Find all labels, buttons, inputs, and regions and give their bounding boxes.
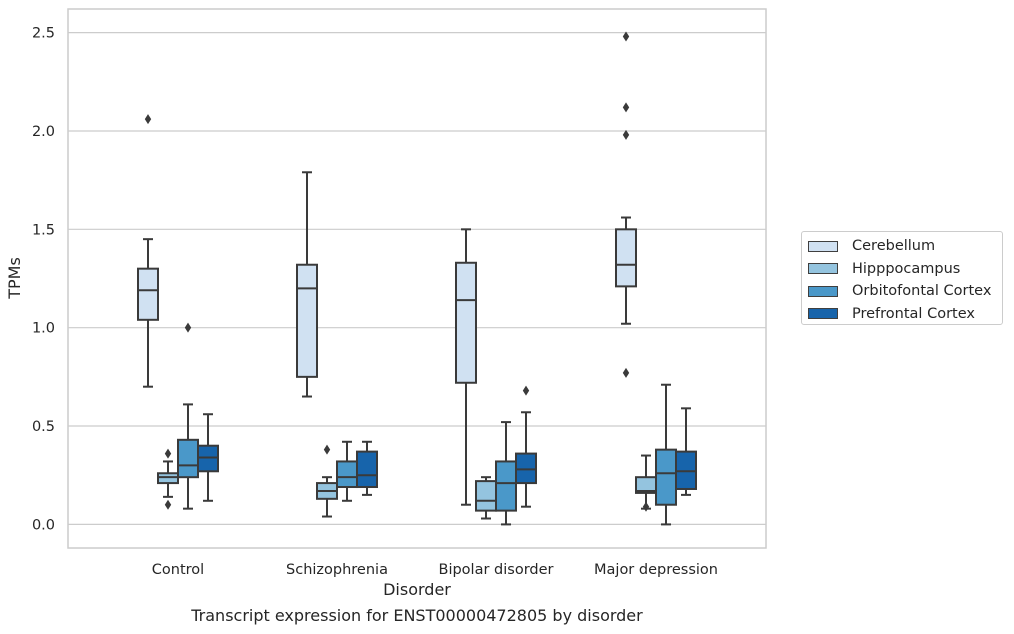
y-tick-label: 1.5 xyxy=(32,222,55,238)
legend-swatch-prefrontal xyxy=(808,308,838,320)
box-3-1 xyxy=(177,322,199,510)
box-1-3 xyxy=(455,228,477,506)
legend-item-orbitofrontal: Orbitofontal Cortex xyxy=(808,280,1002,303)
y-tick-label: 2.5 xyxy=(32,26,55,42)
gridlines xyxy=(68,32,766,525)
legend-label-cerebellum: Cerebellum xyxy=(852,238,936,255)
x-tick-label: Control xyxy=(152,562,204,578)
legend: Cerebellum Hipppocampus Orbitofontal Cor… xyxy=(801,231,1003,325)
legend-label-orbitofrontal: Orbitofontal Cortex xyxy=(852,283,992,300)
box-2-2 xyxy=(316,444,338,518)
outlier-point xyxy=(522,385,530,396)
y-tick-label: 2.0 xyxy=(32,124,55,140)
outlier-point xyxy=(144,114,152,125)
iqr-box xyxy=(336,460,358,489)
y-tick-label: 0.0 xyxy=(32,517,55,533)
iqr-box xyxy=(475,480,497,512)
outlier-point xyxy=(164,499,172,510)
box-2-3 xyxy=(475,476,497,520)
x-axis-label: Disorder xyxy=(383,580,451,599)
plot-frame xyxy=(67,8,767,549)
outlier-point xyxy=(622,102,630,113)
outlier-point xyxy=(642,501,650,512)
y-tick-label: 0.5 xyxy=(32,419,55,435)
iqr-box xyxy=(455,261,477,384)
box-1-1 xyxy=(137,114,159,388)
iqr-box xyxy=(615,228,637,288)
legend-item-hippocampus: Hipppocampus xyxy=(808,258,1002,281)
box-3-4 xyxy=(655,383,677,526)
outlier-point xyxy=(622,367,630,378)
outlier-point xyxy=(323,444,331,455)
box-2-1 xyxy=(157,448,179,510)
tick-labels: 0.0 0.5 1.0 1.5 2.0 2.5 Control Schizophrenia Bi… xyxy=(32,26,718,578)
iqr-box xyxy=(177,438,199,479)
iqr-box xyxy=(356,450,378,489)
figure-caption: Transcript expression for ENST0000047280… xyxy=(191,606,643,625)
legend-item-cerebellum: Cerebellum xyxy=(808,235,1002,258)
box-4-2 xyxy=(356,440,378,496)
box-3-2 xyxy=(336,440,358,502)
x-tick-label: Bipolar disorder xyxy=(439,562,554,578)
box-1-4 xyxy=(615,31,637,378)
iqr-box xyxy=(495,460,517,512)
outlier-point xyxy=(622,31,630,42)
legend-label-prefrontal: Prefrontal Cortex xyxy=(852,305,975,322)
legend-label-hippocampus: Hipppocampus xyxy=(852,260,961,277)
outlier-point xyxy=(164,448,172,459)
box-1-2 xyxy=(296,171,318,398)
x-tick-label: Schizophrenia xyxy=(286,562,388,578)
outlier-point xyxy=(184,322,192,333)
iqr-box xyxy=(655,448,677,506)
legend-item-prefrontal: Prefrontal Cortex xyxy=(808,303,1002,326)
x-tick-label: Major depression xyxy=(594,562,718,578)
box-2-4 xyxy=(635,454,657,512)
y-axis-label: TPMs xyxy=(5,257,24,300)
iqr-box xyxy=(296,263,318,378)
legend-swatch-orbitofrontal xyxy=(808,285,838,297)
outlier-point xyxy=(622,129,630,140)
box-4-1 xyxy=(197,413,219,502)
box-4-3 xyxy=(515,385,537,508)
boxes xyxy=(137,31,697,526)
legend-swatch-hippocampus xyxy=(808,263,838,275)
legend-swatch-cerebellum xyxy=(808,240,838,252)
y-tick-label: 1.0 xyxy=(32,321,55,337)
box-4-4 xyxy=(675,407,697,496)
box-3-3 xyxy=(495,421,517,526)
iqr-box xyxy=(137,267,159,321)
